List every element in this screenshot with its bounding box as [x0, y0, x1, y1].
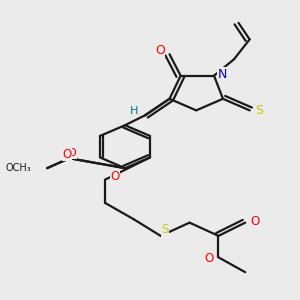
Text: O: O: [110, 170, 119, 183]
Text: S: S: [161, 224, 169, 236]
Text: O: O: [155, 44, 165, 57]
Text: O: O: [62, 148, 72, 161]
Text: N: N: [218, 68, 227, 80]
Text: OCH₃: OCH₃: [6, 163, 31, 173]
Text: O: O: [250, 214, 260, 227]
Text: O: O: [204, 253, 213, 266]
Text: S: S: [255, 104, 263, 117]
Text: O: O: [67, 148, 76, 158]
Text: H: H: [130, 106, 138, 116]
